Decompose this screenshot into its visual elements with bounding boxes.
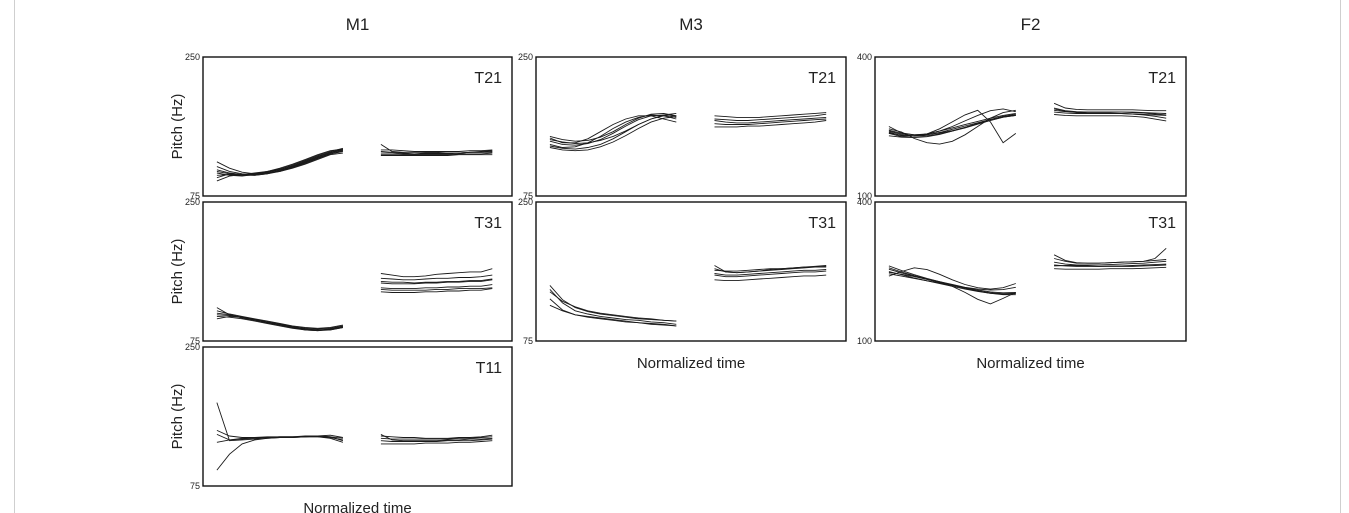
pitch-contour-line xyxy=(380,278,493,284)
speaker-title-f2: F2 xyxy=(1021,15,1041,34)
tone-label: T11 xyxy=(476,360,502,377)
pitch-contour-line xyxy=(549,298,677,327)
tone-label: T21 xyxy=(1148,70,1176,87)
pitch-contour-line xyxy=(380,279,493,285)
y-axis-label: Pitch (Hz) xyxy=(169,94,186,160)
tone-label: T21 xyxy=(474,70,502,87)
tone-label: T31 xyxy=(474,215,502,232)
pitch-contour-line xyxy=(549,112,677,145)
y-tick-max: 250 xyxy=(185,52,200,62)
pitch-contour-line xyxy=(888,273,1016,296)
pitch-contour-line xyxy=(549,291,677,322)
pitch-contour-line xyxy=(216,149,344,176)
pitch-contour-line xyxy=(216,434,343,443)
pitch-contour-line xyxy=(380,288,493,293)
panel-m1-t31 xyxy=(202,201,513,342)
panel-f2-t31 xyxy=(874,201,1187,342)
panel-m1-t11 xyxy=(202,346,513,487)
pitch-contour-line xyxy=(380,438,493,442)
x-axis-label: Normalized time xyxy=(976,355,1084,372)
pitch-contour-line xyxy=(380,149,493,152)
y-tick-max: 400 xyxy=(857,52,872,62)
pitch-contour-line xyxy=(380,274,493,281)
pitch-contour-line xyxy=(380,284,493,290)
pitch-contour-line xyxy=(216,315,343,332)
panel-m3-t31 xyxy=(535,201,847,342)
pitch-contour-line xyxy=(888,265,1016,295)
tone-label: T21 xyxy=(808,70,836,87)
pitch-contour-line xyxy=(888,267,1016,290)
y-tick-max: 400 xyxy=(857,197,872,207)
pitch-contour-line xyxy=(549,112,677,142)
tone-label: T31 xyxy=(1148,215,1176,232)
tone-label: T31 xyxy=(808,215,836,232)
pitch-contour-line xyxy=(1053,102,1167,112)
y-tick-min: 75 xyxy=(190,481,200,491)
y-tick-max: 250 xyxy=(518,52,533,62)
y-tick-min: 75 xyxy=(190,336,200,346)
y-tick-min: 75 xyxy=(190,191,200,201)
pitch-contour-line xyxy=(714,116,827,124)
pitch-contour-line xyxy=(380,440,493,445)
panel-f2-t21 xyxy=(874,56,1187,197)
pitch-contour-line xyxy=(1053,107,1167,116)
pitch-contour-line xyxy=(380,268,493,278)
y-axis-label: Pitch (Hz) xyxy=(169,384,186,450)
pitch-contour-line xyxy=(714,270,827,278)
pitch-contour-line xyxy=(549,114,677,146)
pitch-contour-line xyxy=(714,118,827,125)
pitch-contour-line xyxy=(714,265,827,272)
pitch-contour-line xyxy=(888,271,1016,305)
pitch-contour-line xyxy=(380,154,493,156)
y-axis-label: Pitch (Hz) xyxy=(169,239,186,305)
pitch-contour-line xyxy=(216,436,343,471)
y-tick-max: 250 xyxy=(185,342,200,352)
y-tick-min: 75 xyxy=(523,191,533,201)
y-tick-min: 100 xyxy=(857,336,872,346)
pitch-contour-line xyxy=(1054,108,1167,119)
y-tick-max: 250 xyxy=(185,197,200,207)
pitch-contour-line xyxy=(380,152,493,156)
pitch-contour-line xyxy=(1054,266,1167,270)
pitch-contour-line xyxy=(888,109,1016,145)
pitch-contour-line xyxy=(549,289,677,325)
x-axis-label: Normalized time xyxy=(303,500,411,513)
pitch-contour-line xyxy=(216,151,343,176)
panel-m3-t21 xyxy=(535,56,847,197)
pitch-contour-line xyxy=(216,312,343,331)
pitch-contour-line xyxy=(380,436,493,440)
pitch-contour-line xyxy=(1054,114,1167,122)
pitch-contour-line xyxy=(714,266,827,274)
figure-frame xyxy=(14,0,1341,513)
pitch-contour-line xyxy=(1053,247,1167,264)
pitch-contour-line xyxy=(714,120,827,128)
pitch-contour-line xyxy=(714,269,827,276)
pitch-contour-line xyxy=(380,434,493,439)
y-tick-min: 75 xyxy=(523,336,533,346)
pitch-contour-line xyxy=(1054,264,1167,267)
pitch-contour-line xyxy=(1054,263,1167,267)
pitch-contour-line xyxy=(1054,260,1167,266)
pitch-contour-line xyxy=(549,116,677,152)
pitch-contour-line xyxy=(380,287,493,291)
y-tick-min: 100 xyxy=(857,191,872,201)
pitch-contour-line xyxy=(216,310,343,329)
speaker-title-m1: M1 xyxy=(346,15,370,34)
x-axis-label: Normalized time xyxy=(637,355,745,372)
pitch-contour-line xyxy=(888,109,1017,144)
speaker-title-m3: M3 xyxy=(679,15,703,34)
pitch-contour-line xyxy=(714,274,827,282)
pitch-contour-line xyxy=(714,112,827,118)
pitch-contour-line xyxy=(714,113,827,121)
pitch-contour-line xyxy=(380,151,493,155)
y-tick-max: 250 xyxy=(518,197,533,207)
pitch-contour-line xyxy=(380,433,493,442)
